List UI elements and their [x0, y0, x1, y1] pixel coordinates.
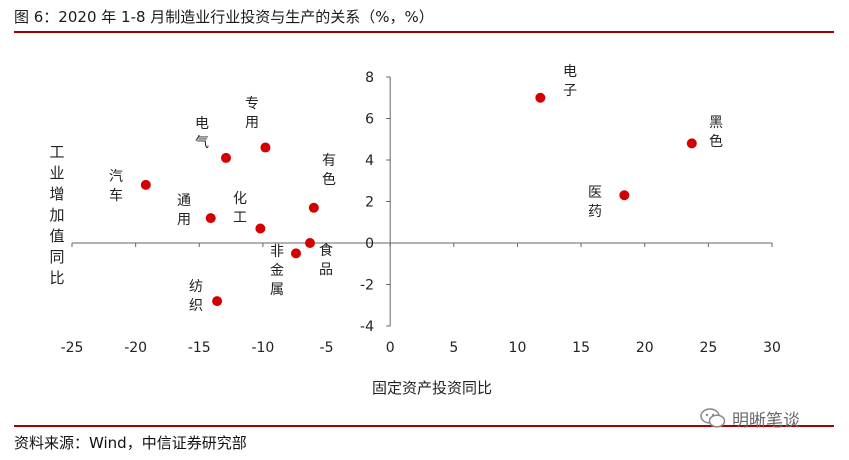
- point-label: 食品: [319, 242, 333, 278]
- x-tick-label: 15: [572, 340, 590, 356]
- data-point: [212, 296, 223, 307]
- x-tick-label: 5: [449, 340, 458, 356]
- point-label: 汽车: [109, 169, 123, 204]
- data-point: [205, 213, 216, 224]
- axes: [71, 76, 773, 327]
- point-label: 纺织: [189, 279, 203, 314]
- data-point: [619, 190, 630, 201]
- x-tick-label: 10: [509, 340, 527, 356]
- y-tick-label: 8: [365, 70, 374, 86]
- data-points: [140, 92, 697, 307]
- x-axis-title: 固定资产投资同比: [372, 379, 492, 397]
- x-tick-label: 0: [386, 340, 395, 356]
- data-point: [260, 142, 271, 153]
- watermark: 明晰笔谈: [700, 406, 800, 431]
- x-tick-label: -20: [124, 340, 147, 356]
- y-tick-label: 2: [365, 195, 374, 211]
- x-tick-label: 25: [699, 340, 717, 356]
- point-label: 电子: [563, 64, 577, 99]
- data-point: [686, 138, 697, 149]
- point-label: 医药: [588, 185, 602, 220]
- data-point: [291, 248, 301, 259]
- chart-title: 图 6：2020 年 1-8 月制造业行业投资与生产的关系（%，%）: [14, 8, 434, 26]
- source-rule: [14, 425, 834, 427]
- y-tick-label: -4: [360, 319, 374, 335]
- title-rule: [14, 31, 834, 33]
- point-label: 通用: [177, 193, 191, 228]
- x-tick-label: -25: [61, 340, 84, 356]
- x-tick-label: -5: [320, 340, 334, 356]
- point-label: 黑色: [709, 115, 723, 150]
- point-label: 专用: [245, 96, 259, 131]
- x-tick-label: 20: [636, 340, 654, 356]
- y-tick-label: 6: [365, 112, 374, 128]
- point-label: 非金属: [270, 244, 284, 298]
- data-point: [535, 92, 546, 103]
- watermark-text: 明晰笔谈: [732, 410, 800, 431]
- y-tick-label: -2: [360, 278, 374, 294]
- source-note: 资料来源：Wind，中信证券研究部: [14, 434, 247, 452]
- data-point: [221, 152, 231, 163]
- x-tick-label: -15: [188, 340, 211, 356]
- y-axis-title: 工业增加值同比: [49, 143, 64, 287]
- point-label: 有色: [322, 153, 336, 188]
- x-tick-label: -10: [251, 340, 274, 356]
- point-label: 电气: [195, 116, 209, 151]
- data-point: [305, 238, 315, 248]
- y-tick-label: 4: [365, 153, 374, 169]
- data-point: [255, 223, 266, 234]
- point-label: 化工: [233, 191, 247, 226]
- y-tick-label: 0: [365, 236, 374, 252]
- wechat-icon: [700, 408, 726, 428]
- x-tick-label: 30: [763, 340, 781, 356]
- data-point: [308, 202, 319, 213]
- data-point: [140, 179, 151, 190]
